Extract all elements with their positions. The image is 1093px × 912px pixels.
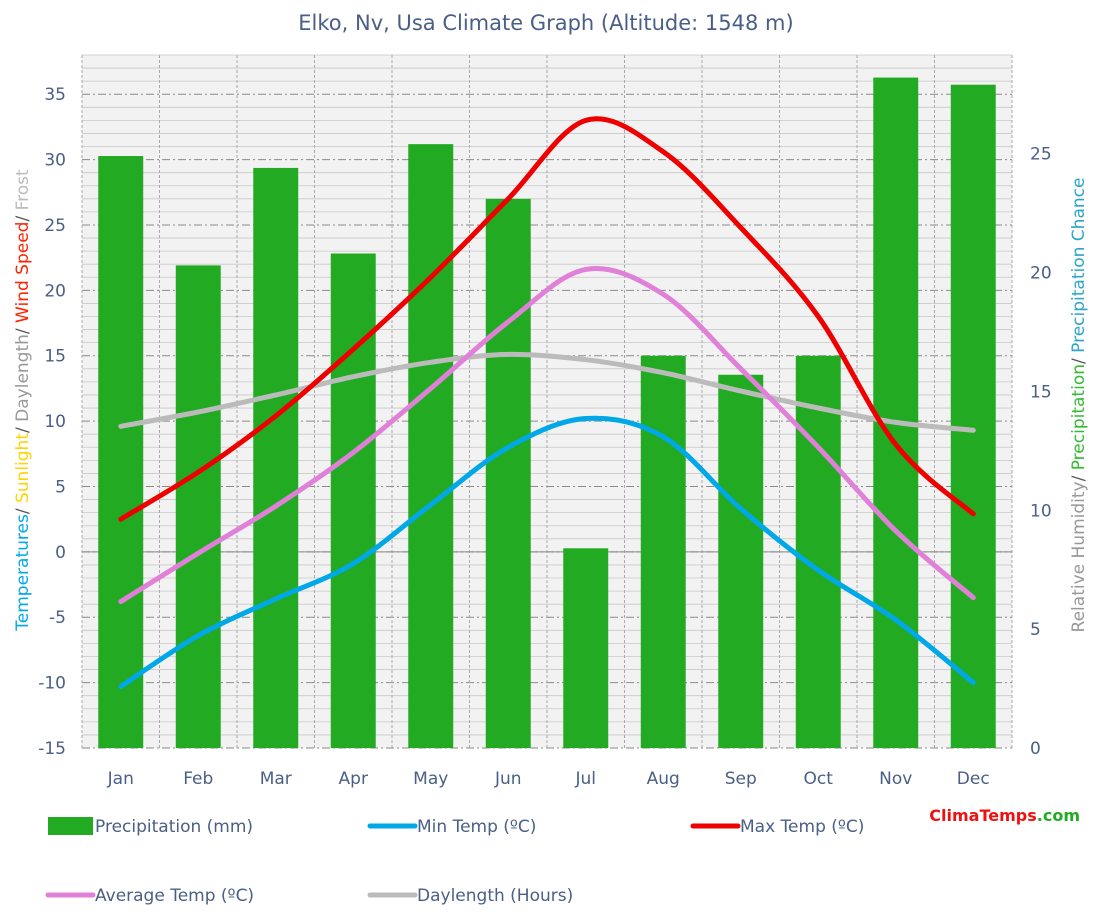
left-tick-label: 0 bbox=[55, 543, 66, 563]
left-tick-label: 25 bbox=[44, 216, 66, 236]
axis-label-part: Sunlight bbox=[13, 433, 33, 503]
axis-label-part: Daylength bbox=[13, 334, 33, 422]
axis-label-part: / bbox=[13, 422, 33, 433]
month-label-aug: Aug bbox=[647, 769, 680, 789]
precipitation-bar-feb bbox=[175, 265, 221, 748]
chart-title: Elko, Nv, Usa Climate Graph (Altitude: 1… bbox=[298, 11, 793, 35]
axis-label-part: / bbox=[1069, 470, 1089, 481]
month-label-dec: Dec bbox=[957, 769, 990, 789]
right-tick-label: 10 bbox=[1030, 501, 1052, 521]
left-tick-label: -5 bbox=[49, 608, 66, 628]
axis-label-part: Precipitation Chance bbox=[1069, 178, 1089, 353]
max-temp-c-line bbox=[118, 116, 976, 522]
month-label-jan: Jan bbox=[107, 769, 134, 789]
left-tick-label: 20 bbox=[44, 281, 66, 301]
month-label-nov: Nov bbox=[879, 769, 912, 789]
month-label-jul: Jul bbox=[574, 769, 596, 789]
axis-label-part: Frost bbox=[13, 169, 33, 210]
legend: Precipitation (mm) Min Temp (ºC) Max Temp … bbox=[45, 817, 864, 906]
legend-swatch-precipitation-mm bbox=[48, 817, 93, 835]
legend-label-average-temp-c: Average Temp (ºC) bbox=[95, 886, 254, 906]
right-tick-label: 25 bbox=[1030, 145, 1052, 165]
average-temp-c-line bbox=[118, 266, 976, 605]
precipitation-bar-apr bbox=[330, 253, 376, 748]
precipitation-bar-jun bbox=[485, 198, 531, 748]
month-label-sep: Sep bbox=[725, 769, 757, 789]
grid-layer bbox=[81, 54, 1013, 749]
precipitation-bar-may bbox=[408, 144, 454, 748]
min-temp-c-line bbox=[118, 415, 976, 689]
precipitation-bar-dec bbox=[950, 84, 996, 748]
right-tick-label: 0 bbox=[1030, 739, 1041, 759]
brand-part1: Clima bbox=[929, 806, 979, 825]
precipitation-bar-jan bbox=[98, 156, 144, 749]
precipitation-bar-sep bbox=[718, 374, 764, 748]
right-tick-label: 20 bbox=[1030, 264, 1052, 284]
right-axis-label: Relative Humidity/ Precipitation/ Precip… bbox=[1069, 178, 1089, 633]
right-tick-label: 5 bbox=[1030, 620, 1041, 640]
precipitation-bar-nov bbox=[873, 77, 919, 749]
precipitation-bar-mar bbox=[253, 167, 299, 748]
left-tick-label: 5 bbox=[55, 477, 66, 497]
right-tick-label: 15 bbox=[1030, 382, 1052, 402]
axis-label-part: Wind Speed bbox=[13, 222, 33, 323]
precipitation-bar-oct bbox=[795, 355, 841, 748]
axis-label-part: / bbox=[13, 503, 33, 514]
brand-part2: Temps bbox=[979, 806, 1036, 825]
axis-label-part: Relative Humidity bbox=[1069, 481, 1089, 632]
left-tick-label: -10 bbox=[38, 674, 66, 694]
axis-label-part: / bbox=[13, 210, 33, 221]
left-tick-label: 15 bbox=[44, 347, 66, 367]
legend-label-min-temp-c: Min Temp (ºC) bbox=[417, 817, 536, 837]
month-label-mar: Mar bbox=[260, 769, 292, 789]
daylength-hours-line bbox=[118, 351, 976, 433]
left-tick-label: 10 bbox=[44, 412, 66, 432]
bars-layer bbox=[98, 77, 996, 749]
left-axis-label: Temperatures/ Sunlight/ Daylength/ Wind … bbox=[13, 169, 33, 632]
lines-layer bbox=[118, 116, 976, 689]
legend-label-precipitation-mm: Precipitation (mm) bbox=[95, 817, 253, 837]
month-label-may: May bbox=[413, 769, 448, 789]
axes-layer: -15 -10 -5 0 5 10 15 20 25 30 35 0 5 10 15 20 25 Jan Feb Ma… bbox=[38, 85, 1051, 789]
axis-label-part: Precipitation bbox=[1069, 364, 1089, 470]
precipitation-bar-jul bbox=[563, 548, 609, 748]
legend-label-daylength-hours: Daylength (Hours) bbox=[417, 886, 573, 906]
month-label-oct: Oct bbox=[804, 769, 834, 789]
axis-label-part: Temperatures bbox=[13, 514, 33, 632]
left-tick-label: -15 bbox=[38, 739, 66, 759]
precipitation-bar-aug bbox=[640, 355, 686, 748]
legend-label-max-temp-c: Max Temp (ºC) bbox=[740, 817, 864, 837]
month-label-apr: Apr bbox=[339, 769, 368, 789]
brand-logo: ClimaTemps.com bbox=[929, 806, 1080, 825]
axis-label-part: / bbox=[1069, 353, 1089, 364]
left-tick-label: 35 bbox=[44, 85, 66, 105]
month-label-feb: Feb bbox=[183, 769, 213, 789]
brand-part3: .com bbox=[1037, 806, 1080, 825]
axis-label-part: / bbox=[13, 323, 33, 334]
left-tick-label: 30 bbox=[44, 151, 66, 171]
month-label-jun: Jun bbox=[494, 769, 522, 789]
